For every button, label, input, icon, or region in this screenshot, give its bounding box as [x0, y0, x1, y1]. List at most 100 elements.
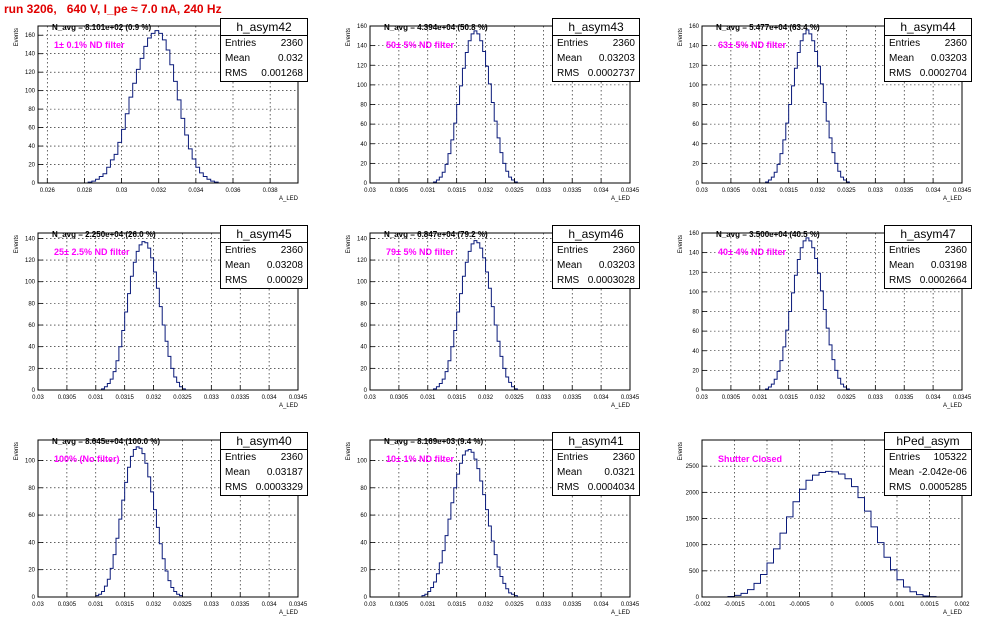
x-tick-label: 0.032 [810, 188, 826, 194]
histogram-series [95, 446, 183, 597]
histogram-panel-h_asym40: 0.03 0.0305 0.031 0.0315 0.032 0.0325 0.033 0.0… [0, 414, 332, 621]
x-tick-label: -0.002 [693, 602, 711, 608]
x-tick-label: 0.0345 [621, 602, 640, 608]
stats-value: 0.03203 [598, 53, 635, 64]
y-tick-label: 80 [692, 310, 699, 316]
x-tick-label: 0.0345 [289, 602, 308, 608]
y-tick-label: 20 [692, 161, 699, 167]
histogram-panel-h_asym43: 0.03 0.0305 0.031 0.0315 0.032 0.0325 0.033 0.0… [332, 0, 664, 207]
stats-key: RMS [889, 482, 912, 493]
stats-value: 0.0004034 [587, 482, 635, 493]
y-tick-label: 100 [25, 280, 36, 286]
plot-frame [37, 439, 299, 598]
x-tick-label: 0.0315 [447, 602, 466, 608]
histogram-panel-h_asym45: 0.03 0.0305 0.031 0.0315 0.032 0.0325 0.033 0.0… [0, 207, 332, 414]
histogram-series [87, 30, 219, 183]
y-tick-label: 40 [692, 142, 699, 148]
x-tick-label: 0.03 [696, 188, 708, 194]
y-tick-label: 60 [692, 122, 699, 128]
x-tick-label: 0.033 [536, 602, 552, 608]
histogram-panel-h_asym47: 0.03 0.0305 0.031 0.0315 0.032 0.0325 0.033 0.0… [664, 207, 996, 414]
stats-key: RMS [889, 68, 912, 79]
y-tick-label: 20 [360, 568, 367, 574]
stats-box: h_asym45 Entries 2360 Mean 0.03208 RMS 0.00029 [220, 225, 308, 289]
x-tick-label: 0.032 [478, 395, 494, 401]
x-tick-label: 0.0325 [173, 395, 192, 401]
x-tick-label: 0.0315 [115, 395, 134, 401]
stats-row-entries: Entries 2360 [553, 36, 639, 51]
y-tick-label: 60 [28, 323, 35, 329]
y-axis-label: Events [14, 442, 20, 460]
x-tick-label: 0.0305 [58, 602, 77, 608]
y-tick-label: 140 [689, 251, 700, 257]
y-tick-label: 60 [360, 513, 367, 519]
stats-title: h_asym45 [221, 226, 307, 243]
x-tick-label: 0.038 [263, 188, 279, 194]
y-tick-label: 160 [25, 33, 36, 39]
stats-value: 0.0005285 [919, 482, 967, 493]
x-tick-label: 0.03 [32, 602, 44, 608]
filter-label: 25± 2.5% ND filter [54, 247, 130, 257]
stats-row-entries: Entries 105322 [885, 450, 971, 465]
stats-row-mean: Mean 0.03203 [553, 51, 639, 66]
x-axis-label: A_LED [943, 610, 963, 616]
x-tick-label: 0.0335 [231, 395, 250, 401]
histogram-panel-h_asym46: 0.03 0.0305 0.031 0.0315 0.032 0.0325 0.033 0.0… [332, 207, 664, 414]
x-tick-label: 0.034 [594, 188, 610, 194]
y-tick-label: 80 [28, 486, 35, 492]
x-tick-label: 0.031 [752, 395, 768, 401]
x-tick-label: 0.0325 [505, 395, 524, 401]
stats-box: h_asym43 Entries 2360 Mean 0.03203 RMS 0.00027… [552, 18, 640, 82]
x-tick-label: 0.03 [364, 602, 376, 608]
filter-label: 79± 5% ND filter [386, 247, 454, 257]
y-tick-label: 0 [364, 388, 368, 394]
stats-value: 2360 [280, 452, 303, 463]
x-tick-label: 0.0345 [621, 188, 640, 194]
x-tick-label: -0.0015 [724, 602, 745, 608]
y-tick-label: 80 [28, 301, 35, 307]
stats-box: h_asym44 Entries 2360 Mean 0.03203 RMS 0.00027… [884, 18, 972, 82]
stats-row-rms: RMS 0.0002737 [553, 66, 639, 81]
y-tick-label: 120 [689, 270, 700, 276]
y-axis-label: Events [14, 28, 20, 46]
stats-value: -2.042e-06 [918, 467, 967, 478]
y-tick-label: 120 [25, 70, 36, 76]
stats-key: RMS [557, 68, 580, 79]
stats-value: 105322 [933, 452, 967, 463]
x-axis-label: A_LED [279, 610, 299, 616]
stats-key: Entries [557, 38, 589, 49]
stats-value: 0.0003329 [255, 482, 303, 493]
filter-label: 1± 0.1% ND filter [54, 40, 125, 50]
x-tick-label: 0.034 [594, 602, 610, 608]
x-tick-label: 0.032 [478, 602, 494, 608]
y-tick-label: 2500 [686, 464, 700, 470]
y-tick-label: 140 [25, 52, 36, 58]
x-tick-label: 0.0305 [390, 188, 409, 194]
stats-row-entries: Entries 2360 [221, 450, 307, 465]
y-tick-label: 40 [692, 349, 699, 355]
x-tick-label: 0.0325 [505, 602, 524, 608]
histogram-svg: 0.03 0.0305 0.031 0.0315 0.032 0.0325 0.033 0.0… [14, 439, 308, 616]
y-tick-label: 100 [25, 458, 36, 464]
histogram-panel-h_asym44: 0.03 0.0305 0.031 0.0315 0.032 0.0325 0.033 0.0… [664, 0, 996, 207]
y-tick-label: 100 [25, 89, 36, 95]
x-tick-label: 0.034 [926, 395, 942, 401]
stats-row-mean: Mean 0.03203 [885, 51, 971, 66]
x-tick-label: 0.0325 [837, 188, 856, 194]
stats-row-mean: Mean 0.0321 [553, 465, 639, 480]
x-tick-label: 0.032 [478, 188, 494, 194]
x-tick-label: 0.0335 [563, 602, 582, 608]
stats-key: RMS [557, 275, 580, 286]
y-tick-label: 20 [692, 368, 699, 374]
x-tick-label: 0.0005 [855, 602, 874, 608]
y-axis-label: Events [14, 235, 20, 253]
histogram-svg: -0.002 -0.0015 -0.001 -0.0005 0 0.0005 0.001 0.… [678, 439, 970, 616]
stats-title: h_asym46 [553, 226, 639, 243]
y-tick-label: 100 [357, 458, 368, 464]
y-tick-label: 100 [689, 290, 700, 296]
plot-frame [369, 232, 631, 391]
stats-key: Entries [225, 452, 257, 463]
x-axis-label: A_LED [279, 196, 299, 202]
x-tick-label: 0.031 [420, 395, 436, 401]
navg-label: N_avg = 3.500e+04 (40.5 %) [716, 230, 820, 239]
